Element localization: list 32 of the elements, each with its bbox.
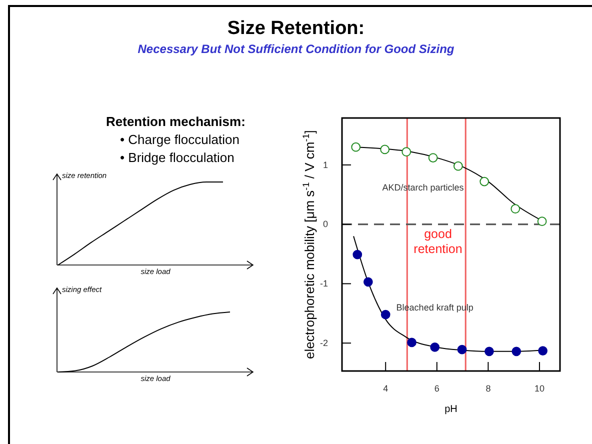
point xyxy=(484,346,494,356)
point xyxy=(380,144,390,154)
point xyxy=(402,147,412,157)
point xyxy=(363,277,373,287)
y-tick-label: -1 xyxy=(320,278,328,289)
text: Size Retention: xyxy=(227,18,365,39)
text: • Charge flocculation xyxy=(120,132,240,147)
text: Retention mechanism: xyxy=(106,114,246,129)
text: • Bridge flocculation xyxy=(120,150,234,165)
point xyxy=(537,216,547,226)
point xyxy=(538,346,548,356)
point xyxy=(510,204,520,214)
point xyxy=(480,176,490,186)
point xyxy=(430,342,440,352)
point xyxy=(351,142,361,152)
y-tick-label: -2 xyxy=(320,338,328,348)
x-tick-label: 6 xyxy=(434,383,440,394)
x-tick-label: 4 xyxy=(383,383,388,394)
point xyxy=(512,346,522,356)
point xyxy=(352,250,362,260)
point xyxy=(453,161,463,171)
point xyxy=(407,338,416,348)
x-tick-label: 8 xyxy=(486,383,491,394)
y-tick-label: 1 xyxy=(322,160,328,170)
y-tick-label: 0 xyxy=(322,219,328,230)
text: Necessary But Not Sufficient Condition for Good Sizing xyxy=(138,42,455,56)
annotation: good retention xyxy=(414,227,462,256)
point xyxy=(457,344,467,354)
x-tick-label: 10 xyxy=(534,383,544,394)
point xyxy=(380,310,390,320)
point xyxy=(428,153,438,162)
x-axis-title: pH xyxy=(444,404,458,415)
